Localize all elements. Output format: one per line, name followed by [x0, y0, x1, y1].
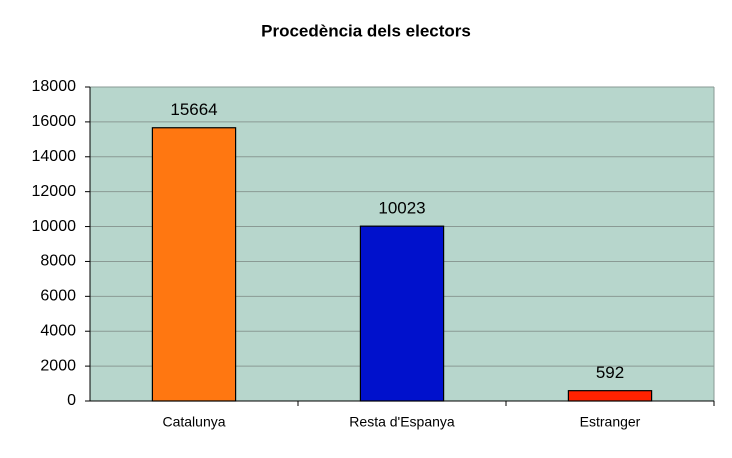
y-tick-label: 6000 [40, 288, 76, 305]
x-tick-label: Resta d'Espanya [349, 414, 455, 430]
y-tick-label: 16000 [32, 113, 77, 130]
y-tick-label: 4000 [40, 322, 76, 339]
bar [359, 225, 445, 402]
y-tick-label: 0 [67, 392, 76, 409]
data-label: 15664 [170, 100, 217, 119]
y-tick-label: 14000 [32, 148, 77, 165]
x-tick-label: Catalunya [162, 414, 225, 430]
y-tick-label: 8000 [40, 253, 76, 270]
data-label: 592 [596, 363, 624, 382]
y-tick-label: 18000 [32, 78, 77, 95]
y-tick-label: 2000 [40, 357, 76, 374]
chart-title: Procedència dels electors [261, 21, 471, 40]
x-tick-label: Estranger [580, 414, 641, 430]
bar [151, 127, 237, 402]
y-tick-label: 12000 [32, 183, 77, 200]
data-label: 10023 [378, 199, 425, 218]
y-tick-label: 10000 [32, 218, 77, 235]
bar [567, 390, 653, 402]
